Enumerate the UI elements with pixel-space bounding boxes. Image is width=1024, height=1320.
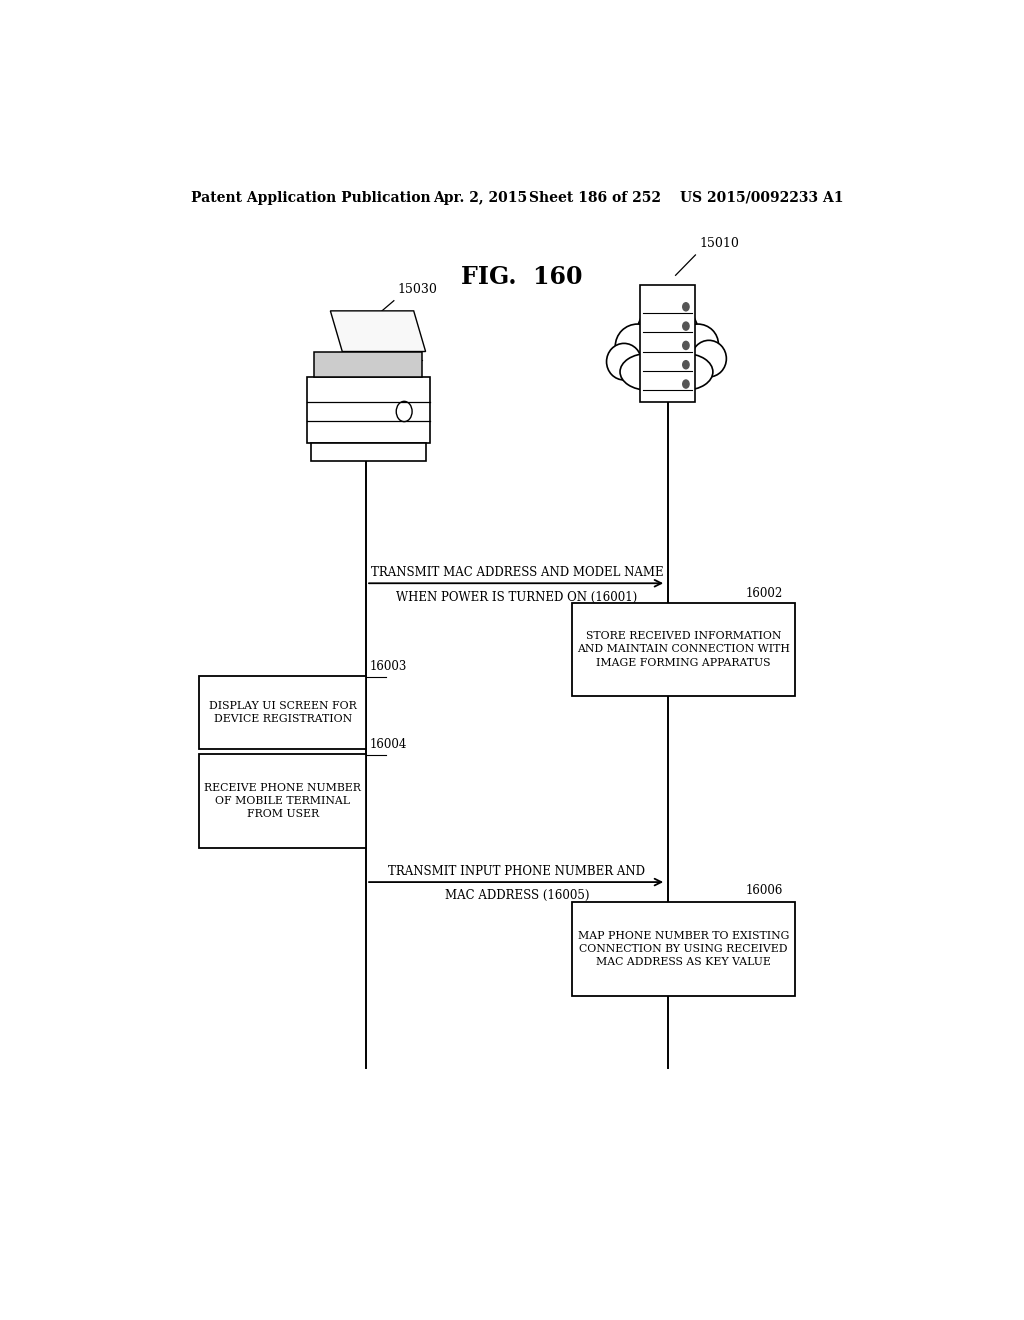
FancyBboxPatch shape — [572, 903, 795, 995]
Text: WHEN POWER IS TURNED ON (16001): WHEN POWER IS TURNED ON (16001) — [396, 590, 638, 603]
Ellipse shape — [638, 302, 697, 359]
Text: 16003: 16003 — [370, 660, 408, 673]
Text: RECEIVE PHONE NUMBER
OF MOBILE TERMINAL
FROM USER: RECEIVE PHONE NUMBER OF MOBILE TERMINAL … — [205, 783, 361, 818]
Polygon shape — [331, 312, 426, 351]
FancyBboxPatch shape — [314, 351, 422, 378]
Text: US 2015/0092233 A1: US 2015/0092233 A1 — [680, 191, 843, 205]
Circle shape — [683, 380, 689, 388]
FancyBboxPatch shape — [200, 754, 367, 847]
Text: 16002: 16002 — [745, 586, 782, 599]
Text: Apr. 2, 2015: Apr. 2, 2015 — [433, 191, 527, 205]
Ellipse shape — [657, 354, 713, 391]
Text: 15030: 15030 — [397, 282, 437, 296]
Text: MAC ADDRESS (16005): MAC ADDRESS (16005) — [444, 890, 589, 903]
Text: MAP PHONE NUMBER TO EXISTING
CONNECTION BY USING RECEIVED
MAC ADDRESS AS KEY VAL: MAP PHONE NUMBER TO EXISTING CONNECTION … — [578, 931, 790, 968]
FancyBboxPatch shape — [306, 378, 430, 444]
Text: TRANSMIT MAC ADDRESS AND MODEL NAME: TRANSMIT MAC ADDRESS AND MODEL NAME — [371, 566, 664, 579]
Text: FIG.  160: FIG. 160 — [461, 265, 583, 289]
FancyBboxPatch shape — [310, 444, 426, 461]
Ellipse shape — [691, 341, 726, 378]
FancyBboxPatch shape — [200, 676, 367, 748]
Text: TRANSMIT INPUT PHONE NUMBER AND: TRANSMIT INPUT PHONE NUMBER AND — [388, 865, 645, 878]
Text: 16006: 16006 — [745, 884, 782, 898]
Text: 15010: 15010 — [699, 236, 739, 249]
Text: Sheet 186 of 252: Sheet 186 of 252 — [528, 191, 660, 205]
Text: 16004: 16004 — [370, 738, 408, 751]
FancyBboxPatch shape — [640, 285, 695, 403]
Circle shape — [683, 322, 689, 330]
Ellipse shape — [621, 354, 676, 391]
Ellipse shape — [615, 325, 659, 368]
Ellipse shape — [677, 325, 719, 364]
Circle shape — [683, 302, 689, 312]
Text: Patent Application Publication: Patent Application Publication — [191, 191, 431, 205]
Text: STORE RECEIVED INFORMATION
AND MAINTAIN CONNECTION WITH
IMAGE FORMING APPARATUS: STORE RECEIVED INFORMATION AND MAINTAIN … — [578, 631, 790, 668]
Circle shape — [683, 360, 689, 368]
Circle shape — [683, 342, 689, 350]
FancyBboxPatch shape — [572, 602, 795, 696]
Ellipse shape — [606, 343, 641, 380]
Text: DISPLAY UI SCREEN FOR
DEVICE REGISTRATION: DISPLAY UI SCREEN FOR DEVICE REGISTRATIO… — [209, 701, 356, 723]
